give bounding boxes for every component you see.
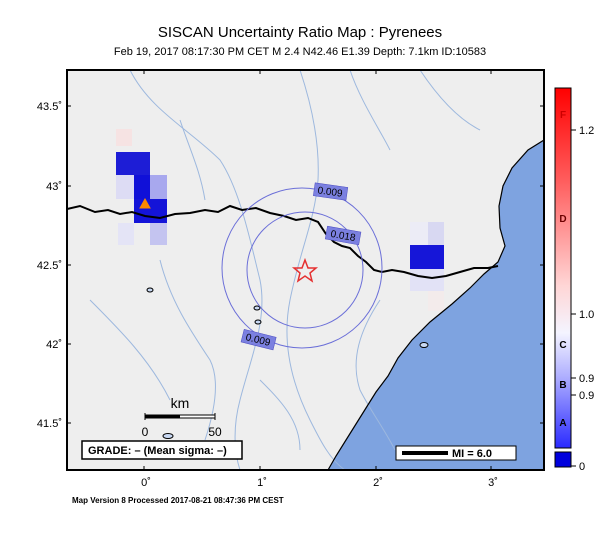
colorbar: F D C B A 1.2 1.0 0.9 0.9 0: [554, 87, 594, 473]
lakes: [146, 287, 429, 439]
colorbar-letter: C: [559, 340, 566, 351]
contour-label-outer-top: 0.009: [317, 185, 344, 199]
lon-labels: 0˚ 1˚ 2˚ 3˚: [141, 477, 498, 489]
colorbar-value: 0: [579, 461, 585, 473]
uncertainty-cells-east: [410, 222, 444, 311]
lon-tick-label: 2˚: [373, 477, 383, 489]
contours: [221, 187, 383, 349]
lon-axis: [143, 70, 492, 470]
colorbar-value: 0.9: [579, 373, 594, 385]
border-line: [67, 204, 499, 280]
scale-bar-title: km: [171, 395, 190, 411]
contour-inner: [246, 211, 364, 329]
scale-bar-left: 0: [142, 425, 149, 439]
event-info: Feb 19, 2017 08:17:30 PM CET M 2.4 N42.4…: [113, 46, 487, 58]
rivers: [89, 70, 481, 470]
scale-bar-right: 50: [208, 425, 222, 439]
grade-text: GRADE: – (Mean sigma: –): [88, 445, 227, 457]
lon-tick-label: 0˚: [141, 477, 151, 489]
colorbar-letter: B: [559, 380, 566, 391]
colorbar-letter: A: [559, 418, 566, 429]
contour-label-inner: 0.018: [330, 229, 357, 244]
colorbar-letter: F: [560, 110, 566, 121]
colorbar-letter: D: [559, 214, 566, 225]
colorbar-value: 1.0: [579, 309, 594, 321]
lat-labels: 43.5˚ 43˚ 42.5˚ 42˚ 41.5˚: [37, 101, 62, 430]
mediterranean-sea: [328, 140, 544, 470]
map-version-footer: Map Version 8 Processed 2017-08-21 08:47…: [72, 496, 284, 505]
epicenter-star-icon: [291, 257, 319, 283]
lat-tick-label: 43˚: [46, 181, 62, 193]
colorbar-value: 0.9: [579, 390, 594, 402]
scale-bar: km 0 50: [142, 395, 222, 439]
contour-outer: [221, 187, 383, 349]
station-triangle-icon: [139, 197, 151, 209]
lat-tick-label: 43.5˚: [37, 101, 62, 113]
coastline: [327, 139, 544, 470]
uncertainty-cells-west: [116, 129, 167, 245]
map-frame: [66, 69, 545, 471]
contour-labels: 0.009 0.018 0.009: [240, 182, 362, 351]
grade-box: GRADE: – (Mean sigma: –): [81, 440, 243, 460]
lat-axis: [67, 105, 544, 424]
mi-legend: MI = 6.0: [395, 445, 517, 461]
map-panel: [67, 70, 544, 470]
lon-tick-label: 1˚: [257, 477, 267, 489]
mi-legend-text: MI = 6.0: [452, 448, 492, 460]
colorbar-value: 1.2: [579, 125, 594, 137]
lat-tick-label: 42.5˚: [37, 260, 62, 272]
lat-tick-label: 42˚: [46, 339, 62, 351]
map-title: SISCAN Uncertainty Ratio Map : Pyrenees: [157, 24, 443, 41]
lat-tick-label: 41.5˚: [37, 418, 62, 430]
lon-tick-label: 3˚: [488, 477, 498, 489]
